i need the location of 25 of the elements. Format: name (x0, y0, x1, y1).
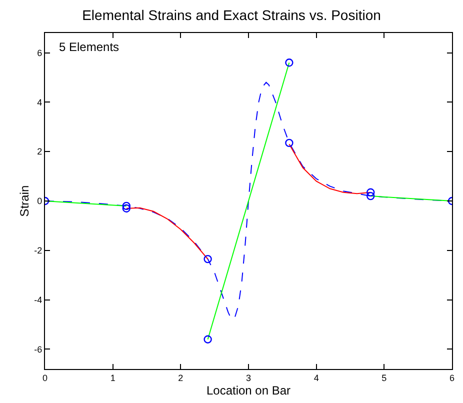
y-tick-label: 6 (37, 48, 42, 58)
x-axis-title: Location on Bar (206, 384, 291, 398)
y-tick-label: 4 (37, 97, 42, 108)
point (122, 202, 130, 210)
chart-title: Elemental Strains and Exact Strains vs. Position (82, 6, 381, 23)
annotation: 5 Elements (59, 40, 120, 54)
y-tick-label: -2 (34, 246, 42, 256)
x-tick-label: 4 (314, 372, 319, 383)
x-tick-label: 6 (449, 372, 455, 383)
y-tick-label: -6 (34, 344, 42, 354)
point (366, 188, 375, 196)
point (204, 335, 212, 344)
y-tick-label: 2 (37, 146, 42, 157)
y-tick-label: -4 (34, 294, 42, 305)
point (285, 58, 294, 67)
y-tick-label: 0 (37, 196, 42, 206)
point (204, 254, 212, 264)
point (285, 138, 294, 148)
x-tick-label: 3 (246, 372, 252, 383)
x-tick-label: 1 (110, 372, 116, 383)
x-tick-label: 2 (178, 372, 184, 383)
point (122, 204, 130, 213)
x-tick-label: 5 (382, 372, 387, 383)
y-axis-title: Strain (17, 185, 32, 217)
point (366, 192, 375, 200)
